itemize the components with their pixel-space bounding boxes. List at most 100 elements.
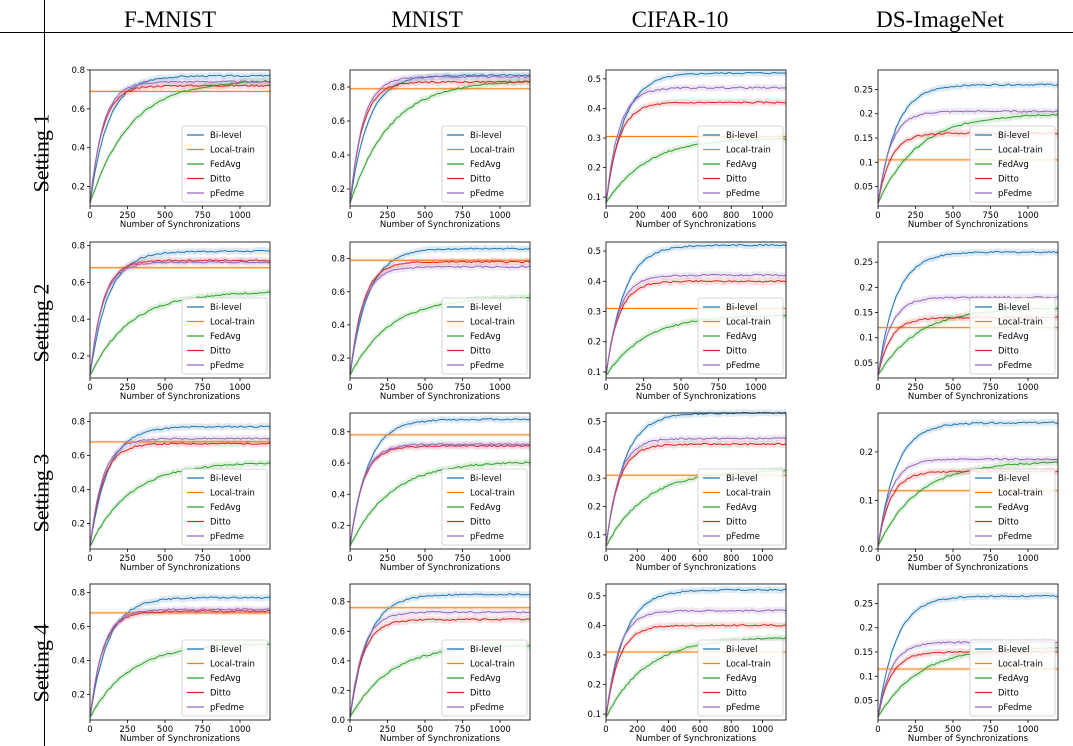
legend-entry-pfedme: pFedme xyxy=(470,703,504,713)
x-axis-label: Number of Synchronizations xyxy=(636,392,757,402)
y-tick-label: 0.0 xyxy=(331,716,345,726)
series-line-bi-level xyxy=(605,71,787,204)
legend-entry-ditto: Ditto xyxy=(998,518,1019,528)
series-line-bi-level xyxy=(89,74,271,204)
legend-entry-bi-level: Bi-level xyxy=(998,303,1029,313)
plot-frame xyxy=(349,583,531,721)
x-axis-label: Number of Synchronizations xyxy=(120,563,241,573)
legend-entry-pfedme: pFedme xyxy=(998,189,1032,199)
series-line-bi-level xyxy=(877,594,1059,718)
legend-entry-pfedme: pFedme xyxy=(470,532,504,542)
x-tick-label: 0 xyxy=(603,554,608,564)
x-tick-label: 750 xyxy=(194,725,210,735)
x-tick-label: 1000 xyxy=(229,211,251,221)
series-line-fedavg xyxy=(89,462,271,547)
x-tick-label: 500 xyxy=(673,383,689,393)
x-tick-label: 500 xyxy=(417,725,433,735)
plot-frame xyxy=(89,69,271,207)
y-tick-label: 0.1 xyxy=(587,193,601,203)
y-tick-label: 0.25 xyxy=(854,599,873,609)
legend-entry-fedavg: FedAvg xyxy=(470,674,501,684)
legend-entry-ditto: Ditto xyxy=(210,175,231,185)
x-tick-label: 750 xyxy=(982,725,998,735)
x-tick-label: 1000 xyxy=(229,383,251,393)
series-line-pfedme xyxy=(605,609,787,718)
y-tick-label: 0.4 xyxy=(331,151,345,161)
x-tick-label: 0 xyxy=(87,554,92,564)
x-tick-label: 1000 xyxy=(229,554,251,564)
legend-box xyxy=(181,125,268,203)
x-tick-label: 500 xyxy=(157,383,173,393)
legend-entry-ditto: Ditto xyxy=(210,347,231,357)
x-tick-label: 800 xyxy=(723,211,739,221)
y-tick-label: 0.6 xyxy=(331,627,345,637)
x-tick-label: 250 xyxy=(907,383,923,393)
y-tick-label: 0.3 xyxy=(587,474,601,484)
legend-entry-local-train: Local-train xyxy=(998,318,1043,328)
legend-entry-ditto: Ditto xyxy=(470,689,491,699)
x-tick-label: 1000 xyxy=(1017,211,1039,221)
x-tick-label: 400 xyxy=(660,725,676,735)
legend-entry-ditto: Ditto xyxy=(726,689,747,699)
series-line-ditto xyxy=(349,444,531,547)
series-line-pfedme xyxy=(877,457,1059,547)
series-line-pfedme xyxy=(89,437,271,547)
y-tick-label: 0.2 xyxy=(859,448,873,458)
x-tick-label: 500 xyxy=(417,211,433,221)
y-tick-label: 0.4 xyxy=(331,490,345,500)
x-tick-label: 750 xyxy=(454,554,470,564)
x-tick-label: 500 xyxy=(945,725,961,735)
series-line-ditto xyxy=(349,618,531,718)
y-tick-label: 0.5 xyxy=(587,418,601,428)
legend-entry-pfedme: pFedme xyxy=(998,361,1032,371)
series-line-bi-level xyxy=(877,83,1059,204)
x-tick-label: 250 xyxy=(119,211,135,221)
x-tick-label: 0 xyxy=(347,211,352,221)
legend-entry-bi-level: Bi-level xyxy=(726,131,757,141)
x-axis-label: Number of Synchronizations xyxy=(636,734,757,744)
legend-entry-fedavg: FedAvg xyxy=(726,674,757,684)
y-tick-label: 0.1 xyxy=(859,672,873,682)
row-title-4: Setting 4 xyxy=(28,623,54,703)
legend-entry-pfedme: pFedme xyxy=(210,703,244,713)
y-tick-label: 0.0 xyxy=(859,545,873,555)
series-line-pfedme xyxy=(89,260,271,376)
y-tick-label: 0.4 xyxy=(331,321,345,331)
series-line-ditto xyxy=(89,609,271,718)
y-tick-label: 0.2 xyxy=(71,520,85,530)
x-tick-label: 1000 xyxy=(752,211,774,221)
legend-entry-ditto: Ditto xyxy=(998,347,1019,357)
x-axis-label: Number of Synchronizations xyxy=(908,734,1029,744)
y-tick-label: 0.6 xyxy=(71,105,85,115)
legend-box xyxy=(441,297,528,375)
x-tick-label: 250 xyxy=(379,211,395,221)
x-tick-label: 500 xyxy=(157,725,173,735)
x-tick-label: 0 xyxy=(347,554,352,564)
plot-frame xyxy=(89,241,271,379)
x-tick-label: 600 xyxy=(692,554,708,564)
x-tick-label: 400 xyxy=(660,554,676,564)
x-tick-label: 1000 xyxy=(752,725,774,735)
legend-entry-pfedme: pFedme xyxy=(726,532,760,542)
legend-entry-fedavg: FedAvg xyxy=(998,503,1029,513)
y-tick-label: 0.2 xyxy=(587,681,601,691)
series-line-fedavg xyxy=(349,80,531,204)
y-tick-label: 0.4 xyxy=(587,104,601,114)
legend-entry-fedavg: FedAvg xyxy=(726,160,757,170)
legend-entry-fedavg: FedAvg xyxy=(998,160,1029,170)
legend-entry-ditto: Ditto xyxy=(726,175,747,185)
x-tick-label: 250 xyxy=(907,211,923,221)
plot-frame xyxy=(877,241,1059,379)
legend-entry-pfedme: pFedme xyxy=(998,703,1032,713)
x-tick-label: 750 xyxy=(454,383,470,393)
x-tick-label: 200 xyxy=(629,211,645,221)
column-title-3: CIFAR-10 xyxy=(631,7,729,32)
y-tick-label: 0.5 xyxy=(587,247,601,257)
legend-box xyxy=(969,297,1056,375)
legend-entry-bi-level: Bi-level xyxy=(998,131,1029,141)
legend-box xyxy=(969,468,1056,546)
plot-frame xyxy=(877,412,1059,550)
y-tick-label: 0.4 xyxy=(71,315,85,325)
y-tick-label: 0.8 xyxy=(331,598,345,608)
